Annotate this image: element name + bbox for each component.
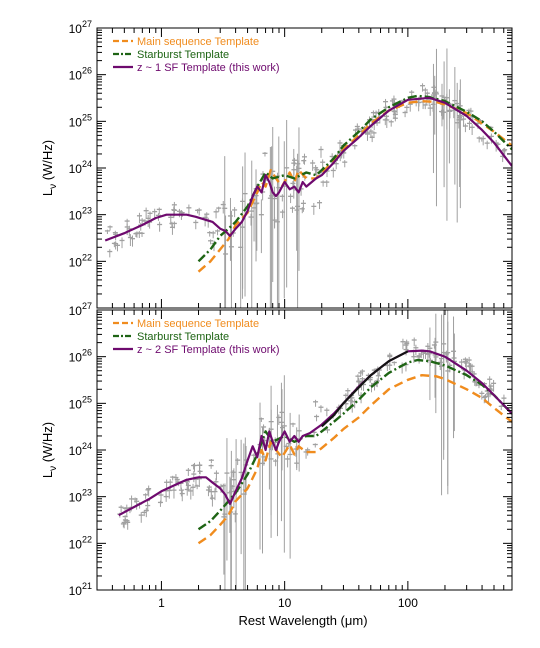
y-axis-label-top: Lν (W/Hz)	[40, 140, 59, 196]
series-main-line	[197, 374, 512, 545]
y-tick-label: 1025	[69, 394, 92, 411]
series-starburst-line	[197, 94, 512, 263]
y-tick-label: 1024	[69, 441, 92, 458]
y-axis-label-bottom: Lν (W/Hz)	[40, 422, 59, 478]
y-tick-label: 1027	[69, 19, 92, 36]
y-tick-label: 1026	[69, 66, 92, 83]
series-sf-line	[104, 96, 512, 242]
series-extra-line	[320, 350, 409, 428]
y-tick-label: 1023	[69, 488, 92, 505]
y-tick-label: 1026	[69, 348, 92, 365]
x-axis-label: Rest Wavelength (μm)	[238, 613, 367, 628]
y-tick-label: 1024	[69, 159, 92, 176]
y-tick-label: 1021	[69, 581, 92, 598]
x-tick-label: 10	[278, 596, 292, 610]
y-tick-label: 1025	[69, 112, 92, 129]
legend-label: Starburst Template	[137, 331, 229, 343]
x-tick-label: 1	[158, 596, 165, 610]
x-tick-label: 100	[398, 596, 418, 610]
legend-label: Main sequence Template	[137, 318, 259, 330]
legend-label: z ~ 2 SF Template (this work)	[137, 344, 280, 356]
legend-label: Main sequence Template	[137, 36, 259, 48]
series-starburst-line	[197, 358, 512, 531]
y-tick-label: 1023	[69, 206, 92, 223]
legend-label: Starburst Template	[137, 49, 229, 61]
y-tick-label: 1022	[69, 252, 92, 269]
legend-label: z ~ 1 SF Template (this work)	[137, 62, 280, 74]
y-tick-label: 1022	[69, 534, 92, 551]
y-tick-label: 1027	[69, 301, 92, 318]
